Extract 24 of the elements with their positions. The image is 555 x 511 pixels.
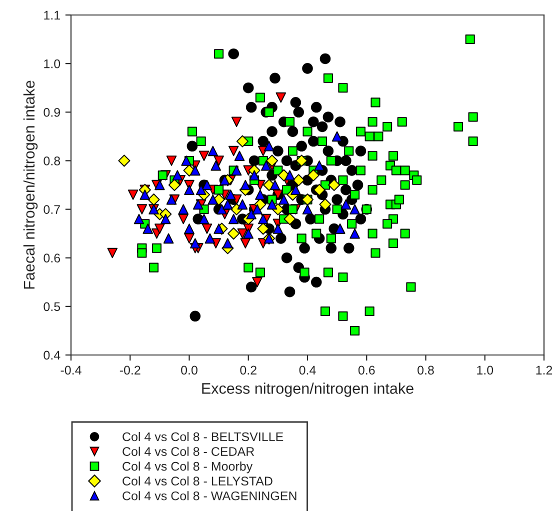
y-tick-label: 0.8 (44, 156, 60, 166)
y-tick-label: 0.4 (44, 350, 60, 360)
y-axis-title: Faecal nitrogen/nitrogen intake (23, 80, 38, 289)
legend-label: Col 4 vs Col 8 - WAGENINGEN (122, 491, 296, 500)
x-tick-label: 0.6 (358, 366, 375, 375)
y-tick-label: 0.7 (44, 205, 60, 214)
y-tick-label: 0.5 (44, 302, 60, 312)
x-tick-label: 0.2 (240, 366, 256, 375)
y-tick-label: 1.0 (44, 59, 60, 68)
x-tick-label: 0.4 (299, 366, 316, 375)
legend-label: Col 4 vs Col 8 - Moorby (122, 462, 253, 474)
legend-label: Col 4 vs Col 8 - LELYSTAD (122, 476, 272, 486)
x-tick-label: 1.2 (536, 366, 552, 374)
y-tick-label: 1.1 (44, 10, 60, 20)
x-tick-label: 0.0 (181, 366, 198, 375)
x-tick-label: 0.8 (418, 366, 434, 375)
x-axis-title: Excess nitrogen/nitrogen intake (202, 382, 414, 397)
y-tick-label: 0.9 (44, 108, 60, 117)
legend-label: Col 4 vs Col 8 - BELTSVILLE (122, 432, 284, 442)
x-tick-label: 1.0 (477, 366, 494, 375)
legend-label: Col 4 vs Col 8 - CEDAR (122, 446, 254, 456)
x-tick-label: -0.2 (120, 366, 140, 375)
x-tick-label: -0.4 (60, 366, 82, 375)
y-tick-label: 0.6 (44, 254, 60, 263)
